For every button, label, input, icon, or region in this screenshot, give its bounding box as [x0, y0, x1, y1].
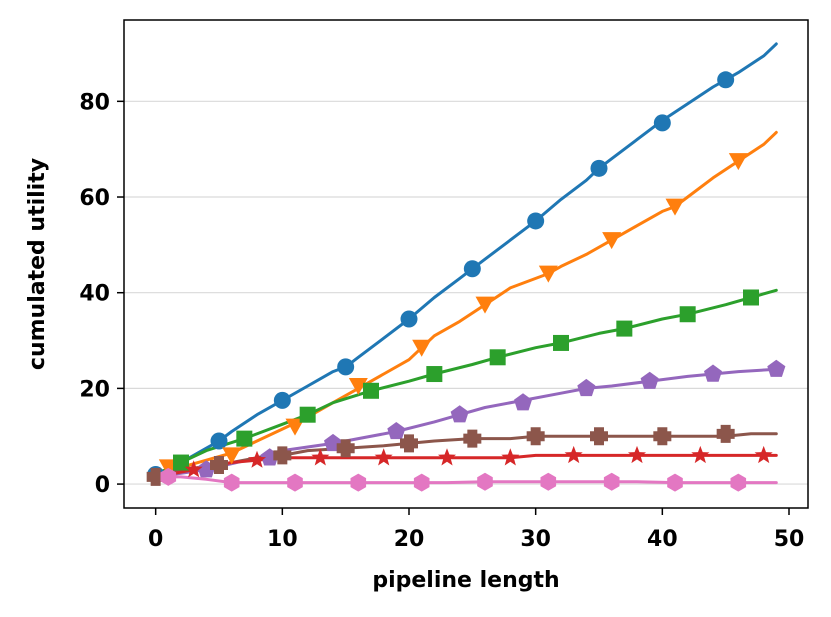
series-line-pink [154, 475, 778, 485]
marker-purple [387, 422, 406, 440]
marker-brown [146, 467, 165, 486]
marker-red [374, 448, 393, 466]
marker-blue [653, 114, 671, 132]
marker-brown [653, 427, 672, 446]
marker-green [743, 289, 759, 306]
x-tick-label: 10 [267, 527, 298, 552]
x-tick-label: 0 [148, 527, 163, 552]
marker-purple [767, 359, 786, 377]
marker-purple [577, 378, 596, 397]
marker-pink [413, 473, 430, 492]
marker-brown [400, 434, 418, 453]
y-tick-label: 40 [79, 282, 110, 307]
marker-purple [450, 405, 469, 423]
marker-brown [716, 424, 735, 443]
marker-green [426, 366, 443, 383]
marker-orange [348, 378, 368, 395]
marker-brown [463, 429, 482, 448]
x-tick-label: 50 [774, 527, 805, 552]
marker-brown [336, 439, 355, 458]
y-axis-label: cumulated utility [25, 158, 50, 370]
marker-brown [590, 427, 608, 446]
marker-orange [602, 232, 622, 250]
marker-blue [337, 358, 355, 376]
marker-red [311, 448, 330, 466]
x-tick-label: 40 [647, 527, 678, 552]
marker-pink [223, 473, 240, 492]
marker-red [248, 450, 266, 468]
grid-lines [124, 100, 808, 485]
marker-orange [728, 153, 748, 171]
marker-blue [400, 310, 418, 328]
marker-red [691, 445, 710, 464]
x-tick-label: 30 [520, 527, 551, 552]
marker-brown [526, 427, 545, 446]
marker-green [363, 382, 379, 399]
marker-purple [640, 371, 659, 389]
marker-blue [463, 260, 481, 278]
marker-brown [210, 455, 228, 474]
marker-red [564, 445, 583, 464]
marker-blue [527, 212, 545, 230]
marker-green [679, 306, 696, 323]
marker-orange [222, 447, 242, 465]
marker-red [628, 445, 646, 464]
marker-pink [287, 473, 303, 492]
marker-orange [538, 265, 558, 283]
axis-ticks: 0 20 40 60 80 0 10 20 30 40 50 [79, 90, 804, 552]
marker-orange [665, 198, 685, 216]
marker-red [754, 445, 773, 464]
marker-red [438, 448, 456, 466]
marker-green [299, 406, 316, 423]
marker-red [501, 448, 520, 466]
marker-orange [475, 296, 495, 314]
plot-frame [123, 19, 809, 509]
marker-blue [717, 71, 735, 89]
marker-pink [540, 472, 557, 491]
y-tick-label: 80 [79, 90, 110, 115]
y-tick-label: 0 [95, 473, 110, 498]
marker-pink [477, 472, 493, 491]
marker-pink [667, 473, 683, 492]
marker-orange [412, 339, 432, 357]
marker-green [173, 454, 189, 471]
marker-red [184, 460, 203, 478]
marker-purple [514, 393, 532, 411]
marker-blue [590, 159, 608, 177]
marker-brown [273, 446, 292, 465]
marker-pink [730, 473, 747, 492]
marker-green [489, 349, 506, 366]
marker-pink [350, 473, 367, 492]
x-tick-label: 20 [394, 527, 425, 552]
marker-pink [603, 472, 620, 491]
y-tick-label: 20 [79, 377, 110, 402]
marker-pink [160, 467, 177, 486]
series-markers [146, 71, 786, 492]
marker-orange [285, 418, 305, 436]
marker-blue [210, 432, 228, 450]
marker-green [553, 334, 569, 351]
x-axis-label: pipeline length [372, 568, 559, 593]
marker-green [616, 320, 633, 337]
marker-green [236, 430, 253, 447]
marker-purple [704, 364, 722, 382]
y-tick-label: 60 [79, 186, 110, 211]
series-line-green [154, 288, 778, 476]
marker-blue [273, 391, 291, 409]
